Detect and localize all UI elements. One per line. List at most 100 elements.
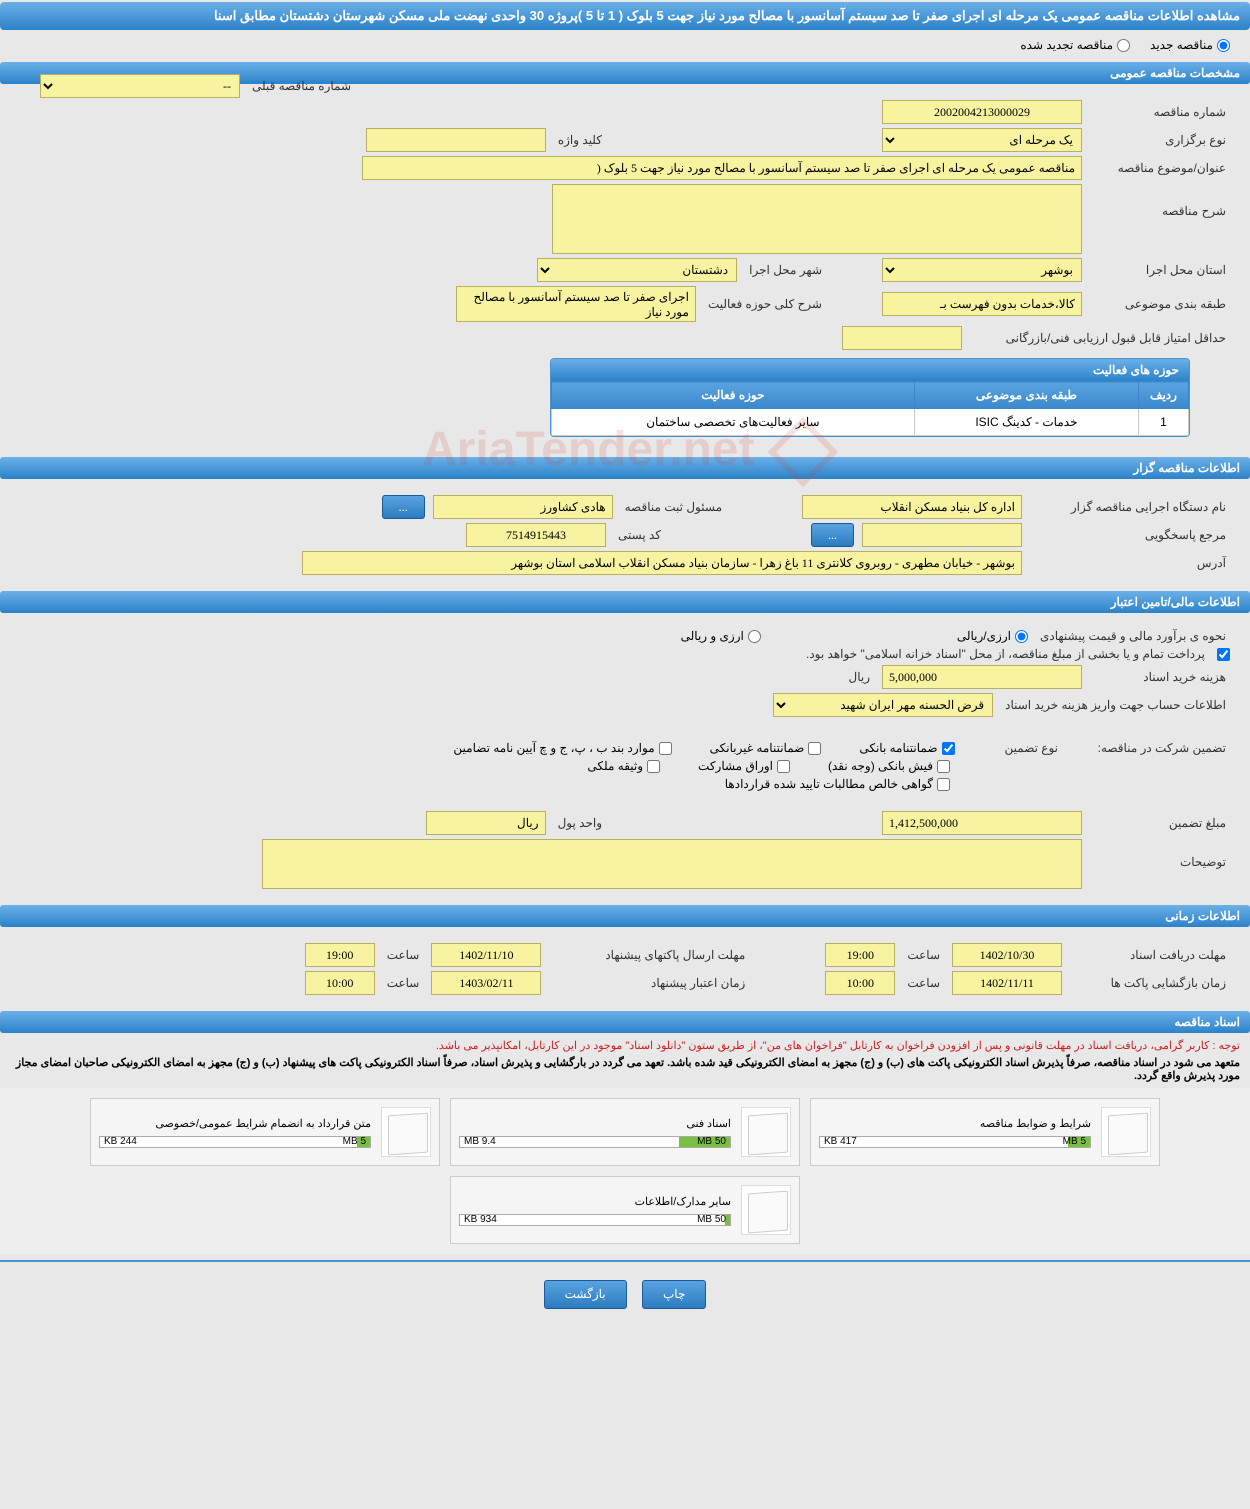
chk-bank-guarantee[interactable]: ضمانتنامه بانکی [859,741,954,755]
doc-cost-label: هزینه خرید اسناد [1090,670,1230,684]
section-financial-header: اطلاعات مالی/تامین اعتبار [0,591,1250,613]
prev-number-select[interactable]: -- [40,74,240,98]
section-general-body: شماره مناقصه نوع برگزاری یک مرحله ای کلی… [0,88,1250,453]
section-documents-header: اسناد مناقصه [0,1011,1250,1033]
keyword-label: کلید واژه [554,133,606,147]
doc-info: اسناد فنی 50 MB 9.4 MB [459,1117,731,1148]
activity-table: ردیف طبقه بندی موضوعی حوزه فعالیت 1 خدما… [551,381,1189,436]
description-textarea[interactable] [552,184,1082,254]
chk-net-claims[interactable]: گواهی خالص مطالبات تایید شده قراردادها [725,777,950,791]
city-select[interactable]: دشتستان [537,258,737,282]
doc-card[interactable]: سایر مدارک/اطلاعات 50 MB 934 KB [450,1176,800,1244]
doc-info: سایر مدارک/اطلاعات 50 MB 934 KB [459,1195,731,1226]
documents-notice-2: متعهد می شود در اسناد مناقصه، صرفاً پذیر… [0,1054,1250,1084]
radio-new-input[interactable] [1217,39,1230,52]
chk-property[interactable]: وثیقه ملکی [587,759,660,773]
address-input[interactable] [302,551,1022,575]
chk-bank-receipt[interactable]: فیش بانکی (وجه نقد) [828,759,950,773]
documents-notice-1: توجه : کاربر گرامی، دریافت اسناد در مهلت… [0,1037,1250,1054]
description-label: شرح مناقصه [1090,184,1230,218]
radio-renewed-tender[interactable]: مناقصه تجدید شده [1020,38,1130,52]
doc-card[interactable]: اسناد فنی 50 MB 9.4 MB [450,1098,800,1166]
section-financial-body: نحوه ی برآورد مالی و قیمت پیشنهادی ارزی/… [0,617,1250,901]
notes-textarea[interactable] [262,839,1082,889]
doc-max-size: 5 MB [343,1136,366,1147]
submit-date-input[interactable] [431,943,541,967]
doc-title: متن قرارداد به انضمام شرایط عمومی/خصوصی [99,1117,371,1130]
payment-note-checkbox[interactable] [1217,648,1230,661]
response-ref-more-button[interactable]: ... [811,523,854,547]
open-time-label: زمان بازگشایی پاکت ها [1070,976,1230,990]
validity-date-input[interactable] [431,971,541,995]
deposit-account-select[interactable]: قرض الحسنه مهر ایران شهید [773,693,993,717]
section-timing-header: اطلاعات زمانی [0,905,1250,927]
folder-icon [741,1107,791,1157]
radio-mixed-label: ارزی و ریالی [681,629,744,643]
exec-name-label: نام دستگاه اجرایی مناقصه گزار [1030,500,1230,514]
radio-renewed-input[interactable] [1117,39,1130,52]
doc-size: 934 KB [464,1214,497,1225]
validity-time-input[interactable] [305,971,375,995]
tender-number-input[interactable] [882,100,1082,124]
doc-progress-bar: 5 MB 417 KB [819,1136,1091,1148]
chk-nonbank-guarantee[interactable]: ضمانتنامه غیربانکی [710,741,822,755]
guarantee-amount-label: مبلغ تضمین [1090,816,1230,830]
folder-icon [741,1185,791,1235]
doc-progress-bar: 5 MB 244 KB [99,1136,371,1148]
category-label: طبقه بندی موضوعی [1090,297,1230,311]
currency-unit-input[interactable] [426,811,546,835]
receive-date-input[interactable] [952,943,1062,967]
keyword-input[interactable] [366,128,546,152]
activity-scope-input[interactable]: اجرای صفر تا صد سیستم آسانسور با مصالح م… [456,286,696,322]
doc-info: متن قرارداد به انضمام شرایط عمومی/خصوصی … [99,1117,371,1148]
min-score-input[interactable] [842,326,962,350]
doc-info: شرایط و ضوابط مناقصه 5 MB 417 KB [819,1117,1091,1148]
open-time-input[interactable] [825,971,895,995]
radio-rial-label: ارزی/ریالی [957,629,1011,643]
doc-size: 244 KB [104,1136,137,1147]
activity-table-title: حوزه های فعالیت [551,359,1189,381]
doc-progress-bar: 50 MB 9.4 MB [459,1136,731,1148]
category-input[interactable] [882,292,1082,316]
cell-scope: سایر فعالیت‌های تخصصی ساختمان [552,409,915,436]
radio-new-label: مناقصه جدید [1150,38,1213,52]
receive-deadline-label: مهلت دریافت اسناد [1070,948,1230,962]
section-timing-body: مهلت دریافت اسناد ساعت مهلت ارسال پاکتها… [0,931,1250,1007]
guarantee-amount-input[interactable] [882,811,1082,835]
response-ref-input[interactable] [862,523,1022,547]
doc-title: سایر مدارک/اطلاعات [459,1195,731,1208]
open-date-input[interactable] [952,971,1062,995]
doc-cost-input[interactable] [882,665,1082,689]
currency-unit-label: واحد پول [554,816,606,830]
holding-type-select[interactable]: یک مرحله ای [882,128,1082,152]
deposit-account-label: اطلاعات حساب جهت واریز هزینه خرید اسناد [1001,698,1230,712]
doc-card[interactable]: متن قرارداد به انضمام شرایط عمومی/خصوصی … [90,1098,440,1166]
postal-code-input[interactable] [466,523,606,547]
radio-mixed[interactable]: ارزی و ریالی [681,629,761,643]
chk-participation[interactable]: اوراق مشارکت [698,759,790,773]
chk-clauses[interactable]: موارد بند ب ، پ، ج و چ آیین نامه تضامین [453,741,671,755]
submit-time-input[interactable] [305,943,375,967]
registrar-input[interactable] [433,495,613,519]
province-select[interactable]: بوشهر [882,258,1082,282]
doc-max-size: 50 MB [697,1136,726,1147]
exec-name-input[interactable] [802,495,1022,519]
postal-code-label: کد پستی [614,528,665,542]
registrar-more-button[interactable]: ... [382,495,425,519]
doc-title: شرایط و ضوابط مناقصه [819,1117,1091,1130]
print-button[interactable]: چاپ [642,1280,706,1309]
estimate-method-label: نحوه ی برآورد مالی و قیمت پیشنهادی [1036,629,1230,643]
subject-input[interactable] [362,156,1082,180]
page-title: مشاهده اطلاعات مناقصه عمومی یک مرحله ای … [0,2,1250,30]
rial-unit-1: ریال [844,670,874,684]
back-button[interactable]: بازگشت [544,1280,627,1309]
receive-time-input[interactable] [825,943,895,967]
doc-card[interactable]: شرایط و ضوابط مناقصه 5 MB 417 KB [810,1098,1160,1166]
holding-type-label: نوع برگزاری [1090,133,1230,147]
radio-rial-input[interactable] [1015,630,1028,643]
radio-new-tender[interactable]: مناقصه جدید [1150,38,1230,52]
radio-rial[interactable]: ارزی/ریالی [957,629,1028,643]
tender-number-label: شماره مناقصه [1090,105,1230,119]
radio-mixed-input[interactable] [748,630,761,643]
cell-category: خدمات - کدینگ ISIC [914,409,1138,436]
